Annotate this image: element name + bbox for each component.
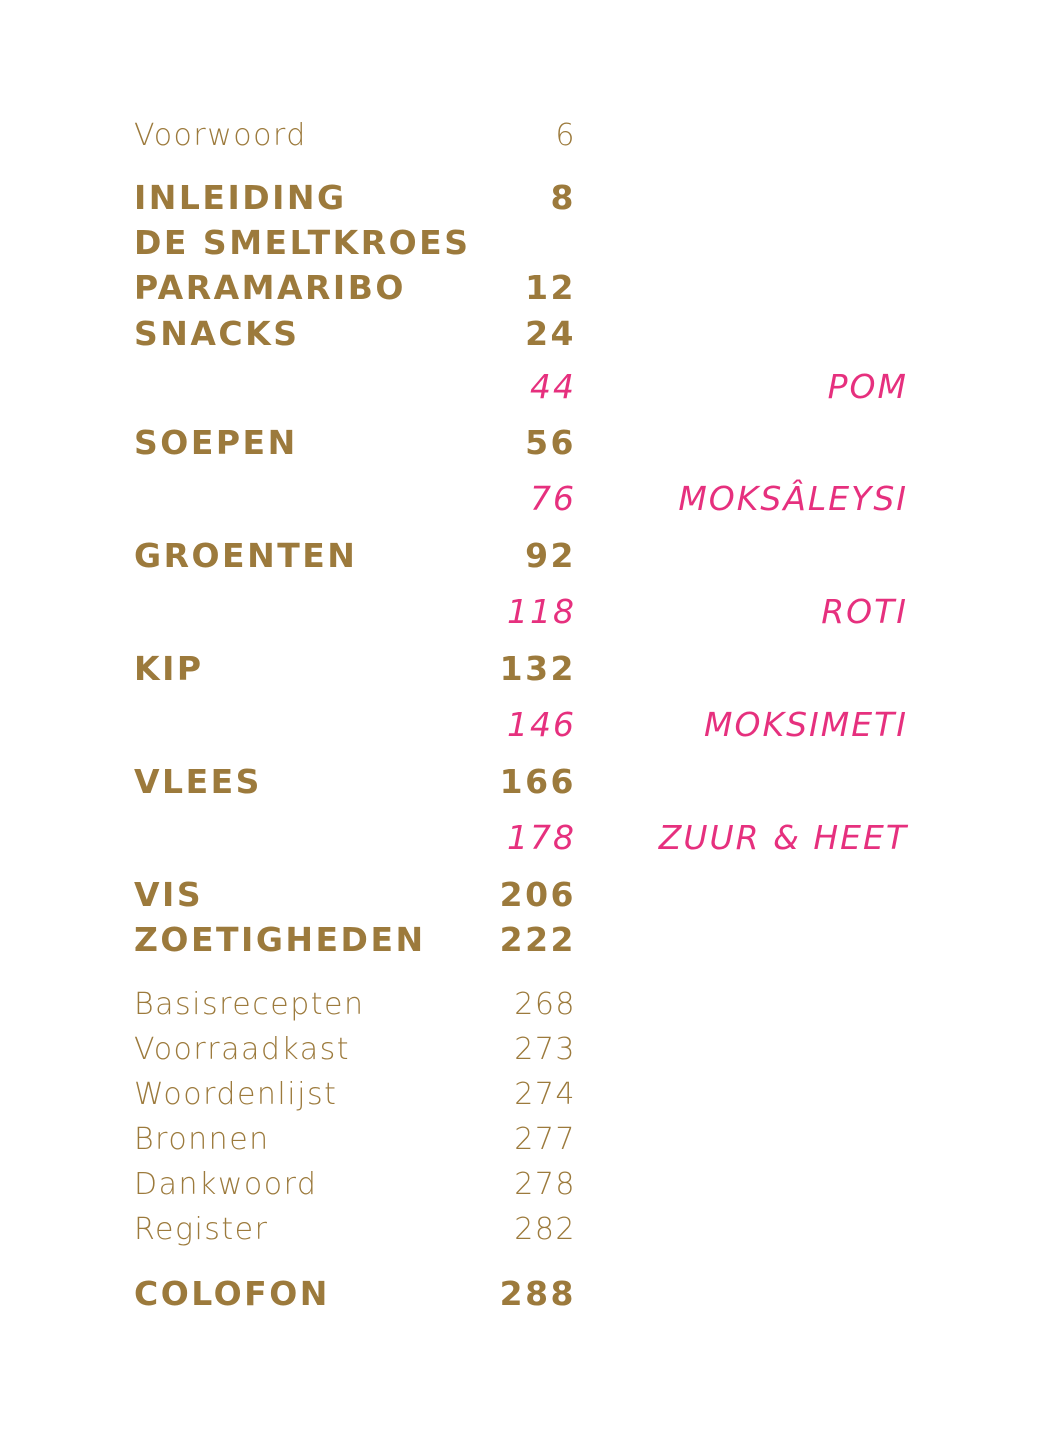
toc-entry-label: MOKSIMETI bbox=[704, 705, 908, 744]
toc-entry-label: SOEPEN bbox=[134, 423, 298, 462]
toc-entry-page: 178 bbox=[507, 818, 576, 857]
toc-entry-label: ROTI bbox=[821, 592, 908, 631]
toc-entry-vis: VIS 206 bbox=[0, 873, 1044, 917]
toc-entry-page: 277 bbox=[514, 1122, 576, 1157]
toc-entry-label: Bronnen bbox=[134, 1122, 270, 1157]
toc-entry-label: PARAMARIBO bbox=[134, 268, 406, 307]
toc-entry-label: VIS bbox=[134, 875, 204, 914]
toc-entry-basisrecepten: Basisrecepten 268 bbox=[0, 983, 1044, 1027]
toc-entry-bronnen: Bronnen 277 bbox=[0, 1118, 1044, 1162]
toc-entry-page: 268 bbox=[514, 987, 576, 1022]
toc-entry-zuur-heet: 178 ZUUR & HEET bbox=[0, 816, 1044, 860]
toc-entry-smeltkroes: DE SMELTKROES bbox=[0, 221, 1044, 265]
toc-entry-moksaleysi: 76 MOKSÂLEYSI bbox=[0, 477, 1044, 521]
toc-entry-page: 273 bbox=[514, 1032, 576, 1067]
toc-entry-page: 132 bbox=[499, 649, 576, 688]
toc-entry-register: Register 282 bbox=[0, 1208, 1044, 1252]
toc-entry-label: SNACKS bbox=[134, 314, 300, 353]
toc-entry-page: 278 bbox=[514, 1167, 576, 1202]
toc-entry-page: 12 bbox=[525, 268, 576, 307]
toc-entry-groenten: GROENTEN 92 bbox=[0, 534, 1044, 578]
toc-entry-label: ZUUR & HEET bbox=[658, 818, 908, 857]
toc-entry-paramaribo: PARAMARIBO 12 bbox=[0, 266, 1044, 310]
toc-entry-kip: KIP 132 bbox=[0, 647, 1044, 691]
toc-entry-page: 56 bbox=[525, 423, 576, 462]
toc-entry-label: GROENTEN bbox=[134, 536, 358, 575]
toc-entry-label: MOKSÂLEYSI bbox=[678, 479, 908, 518]
toc-entry-voorwoord: Voorwoord 6 bbox=[0, 114, 1044, 158]
toc-entry-label: VLEES bbox=[134, 762, 262, 801]
toc-entry-page: 76 bbox=[530, 479, 576, 518]
toc-entry-label: COLOFON bbox=[134, 1274, 330, 1313]
toc-entry-page: 206 bbox=[499, 875, 576, 914]
toc-entry-soepen: SOEPEN 56 bbox=[0, 421, 1044, 465]
toc-entry-label: Dankwoord bbox=[134, 1167, 318, 1202]
toc-entry-page: 282 bbox=[514, 1212, 576, 1247]
toc-entry-label: DE SMELTKROES bbox=[134, 223, 471, 262]
toc-entry-page: 8 bbox=[550, 178, 576, 217]
toc-entry-roti: 118 ROTI bbox=[0, 590, 1044, 634]
toc-entry-page: 6 bbox=[555, 118, 576, 153]
toc-entry-page: 222 bbox=[499, 920, 576, 959]
toc-entry-label: Basisrecepten bbox=[134, 987, 365, 1022]
toc-entry-snacks: SNACKS 24 bbox=[0, 312, 1044, 356]
toc-entry-label: Woordenlijst bbox=[134, 1077, 338, 1112]
toc-entry-page: 92 bbox=[525, 536, 576, 575]
toc-entry-page: 288 bbox=[499, 1274, 576, 1313]
toc-entry-page: 146 bbox=[507, 705, 576, 744]
toc-entry-page: 274 bbox=[514, 1077, 576, 1112]
toc-entry-page: 44 bbox=[530, 367, 576, 406]
toc-entry-woordenlijst: Woordenlijst 274 bbox=[0, 1073, 1044, 1117]
toc-entry-label: Voorwoord bbox=[134, 118, 307, 153]
toc-entry-page: 24 bbox=[525, 314, 576, 353]
toc-entry-page: 166 bbox=[499, 762, 576, 801]
toc-entry-label: ZOETIGHEDEN bbox=[134, 920, 426, 959]
toc-entry-voorraadkast: Voorraadkast 273 bbox=[0, 1028, 1044, 1072]
toc-entry-label: POM bbox=[827, 367, 908, 406]
toc-entry-dankwoord: Dankwoord 278 bbox=[0, 1163, 1044, 1207]
toc-entry-zoetigheden: ZOETIGHEDEN 222 bbox=[0, 918, 1044, 962]
toc-entry-pom: 44 POM bbox=[0, 365, 1044, 409]
toc-entry-colofon: COLOFON 288 bbox=[0, 1272, 1044, 1316]
toc-entry-vlees: VLEES 166 bbox=[0, 760, 1044, 804]
toc-entry-label: KIP bbox=[134, 649, 204, 688]
toc-entry-inleiding: INLEIDING 8 bbox=[0, 176, 1044, 220]
toc-entry-moksimeti: 146 MOKSIMETI bbox=[0, 703, 1044, 747]
toc-entry-label: INLEIDING bbox=[134, 178, 347, 217]
toc-entry-page: 118 bbox=[507, 592, 576, 631]
toc-entry-label: Voorraadkast bbox=[134, 1032, 351, 1067]
toc-entry-label: Register bbox=[134, 1212, 269, 1247]
